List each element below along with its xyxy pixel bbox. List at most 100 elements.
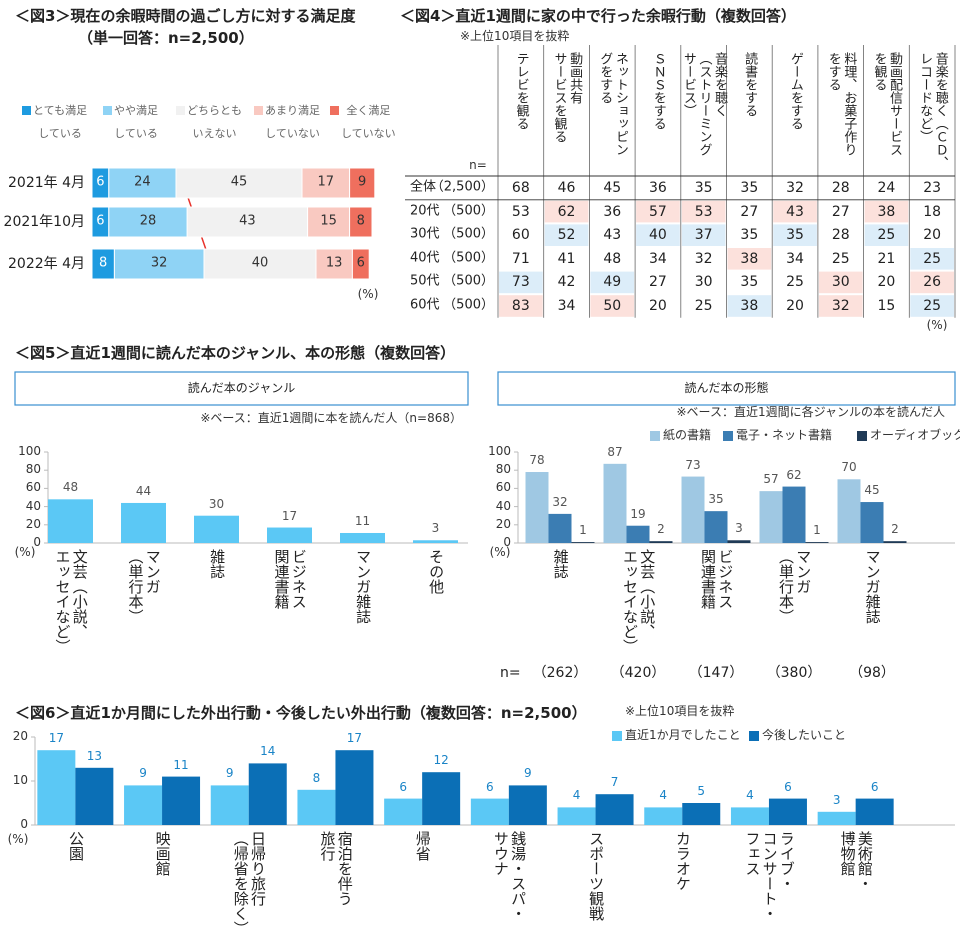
- y-tick-label: 80: [495, 462, 511, 477]
- n-value: （420）: [610, 664, 666, 681]
- value-label: 8: [356, 213, 365, 229]
- x-tick-label: 銭湯・スパ・ サウナ: [491, 831, 528, 921]
- cell-highlight: [499, 271, 543, 294]
- x-tick-label: マンガ （単行本）: [126, 549, 162, 624]
- bar: [210, 785, 249, 825]
- value-label: 15: [320, 213, 337, 229]
- y-tick-label: 0: [33, 535, 41, 550]
- bar: [644, 807, 683, 825]
- column-header: 動画共有 サービスを観る: [551, 52, 583, 143]
- value-label: 3: [832, 792, 841, 807]
- table-cell: 27: [649, 274, 667, 291]
- bar-segment: [186, 206, 309, 238]
- table-cell: 83: [511, 297, 530, 314]
- table-cell: 20: [786, 297, 804, 314]
- value-label: 43: [239, 213, 256, 229]
- table-cell: 35: [740, 274, 759, 291]
- x-tick-label: 文芸（小説、 エッセイなど）: [621, 549, 657, 654]
- column-header: ネットショッピン グをする: [597, 52, 628, 156]
- table-cell: 28: [831, 179, 850, 196]
- n-value: （380）: [766, 664, 822, 681]
- y-tick-label: 100: [488, 444, 511, 459]
- bar: [571, 542, 595, 543]
- bar: [855, 798, 894, 825]
- table-cell: 43: [786, 203, 804, 220]
- bar: [682, 803, 721, 825]
- n-value: （262）: [532, 664, 588, 681]
- value-label: 78: [529, 453, 545, 468]
- value-label: 7: [610, 775, 619, 790]
- table-cell: 25: [694, 297, 713, 314]
- bar: [162, 776, 201, 825]
- table-cell: 28: [831, 227, 850, 244]
- cell-highlight: [910, 295, 954, 317]
- value-label: 9: [225, 766, 234, 781]
- legend-swatch: [103, 106, 112, 115]
- value-label: 4: [659, 788, 668, 803]
- bar: [121, 502, 166, 543]
- cell-highlight: [681, 200, 726, 223]
- bar-segment: [301, 167, 351, 199]
- table-cell: 35: [740, 179, 759, 196]
- table-cell: 60: [511, 227, 530, 244]
- row-label: 30代: [410, 226, 440, 242]
- cell-highlight: [590, 295, 635, 317]
- y-tick-label: 2021年10月: [3, 213, 85, 230]
- cell-highlight: [499, 295, 543, 317]
- table-cell: 38: [740, 297, 759, 314]
- x-tick-label: ビジネス 関連書籍: [699, 549, 735, 609]
- row-n: （500）: [443, 297, 494, 313]
- legend-swatch: [749, 731, 759, 741]
- value-label: 5: [697, 784, 706, 799]
- table-cell: 35: [694, 179, 713, 196]
- cell-highlight: [636, 224, 680, 246]
- y-tick-label: 2021年 4月: [8, 174, 85, 191]
- table-cell: 41: [557, 250, 576, 267]
- table-cell: 45: [603, 179, 622, 196]
- table-cell: 26: [923, 274, 942, 291]
- x-tick-label: 美術館・ 博物館: [838, 831, 874, 891]
- value-label: 9: [524, 766, 532, 781]
- value-label: 45: [864, 483, 880, 498]
- bar-segment: [113, 248, 205, 280]
- bar: [384, 798, 423, 825]
- table-cell: 71: [511, 250, 530, 267]
- value-label: 17: [346, 731, 363, 746]
- value-label: 35: [708, 492, 724, 507]
- bar: [194, 515, 239, 543]
- value-label: 6: [356, 255, 365, 271]
- value-label: 13: [86, 748, 102, 763]
- bar: [704, 511, 728, 543]
- value-label: 4: [746, 788, 754, 803]
- value-label: 17: [281, 508, 298, 523]
- n-header: n=: [469, 158, 487, 173]
- bar-segment: [203, 248, 317, 280]
- row-label: 全体: [410, 179, 437, 195]
- table-cell: 25: [923, 297, 942, 314]
- x-tick-label: 公園: [66, 831, 85, 861]
- table-cell: 35: [740, 227, 759, 244]
- n-value: （98）: [849, 664, 895, 681]
- bar: [782, 486, 806, 543]
- bar-segment: [349, 206, 373, 238]
- x-tick-label: スポーツ観戦: [587, 831, 606, 921]
- legend-label: 直近1か月でしたこと: [625, 728, 741, 743]
- table-cell: 57: [649, 203, 667, 220]
- value-label: 1: [813, 523, 821, 538]
- bar: [335, 750, 374, 825]
- legend-label: オーディオブック: [870, 428, 960, 443]
- chart-title: ＜図4＞直近1週間に家の中で行った余暇行動（複数回答）: [400, 7, 796, 25]
- column-header: 音楽を聴く （ストリーミング サービス）: [680, 52, 728, 156]
- table-cell: 68: [511, 179, 530, 196]
- table-cell: 34: [557, 297, 576, 314]
- bar: [603, 463, 627, 543]
- y-tick-label: 2022年 4月: [8, 255, 85, 272]
- value-label: 45: [230, 174, 248, 190]
- bar-segment: [307, 206, 351, 238]
- x-tick-label: 帰省: [413, 831, 432, 861]
- table-cell: 15: [877, 297, 896, 314]
- cell-highlight: [864, 200, 909, 223]
- table-cell: 24: [877, 179, 896, 196]
